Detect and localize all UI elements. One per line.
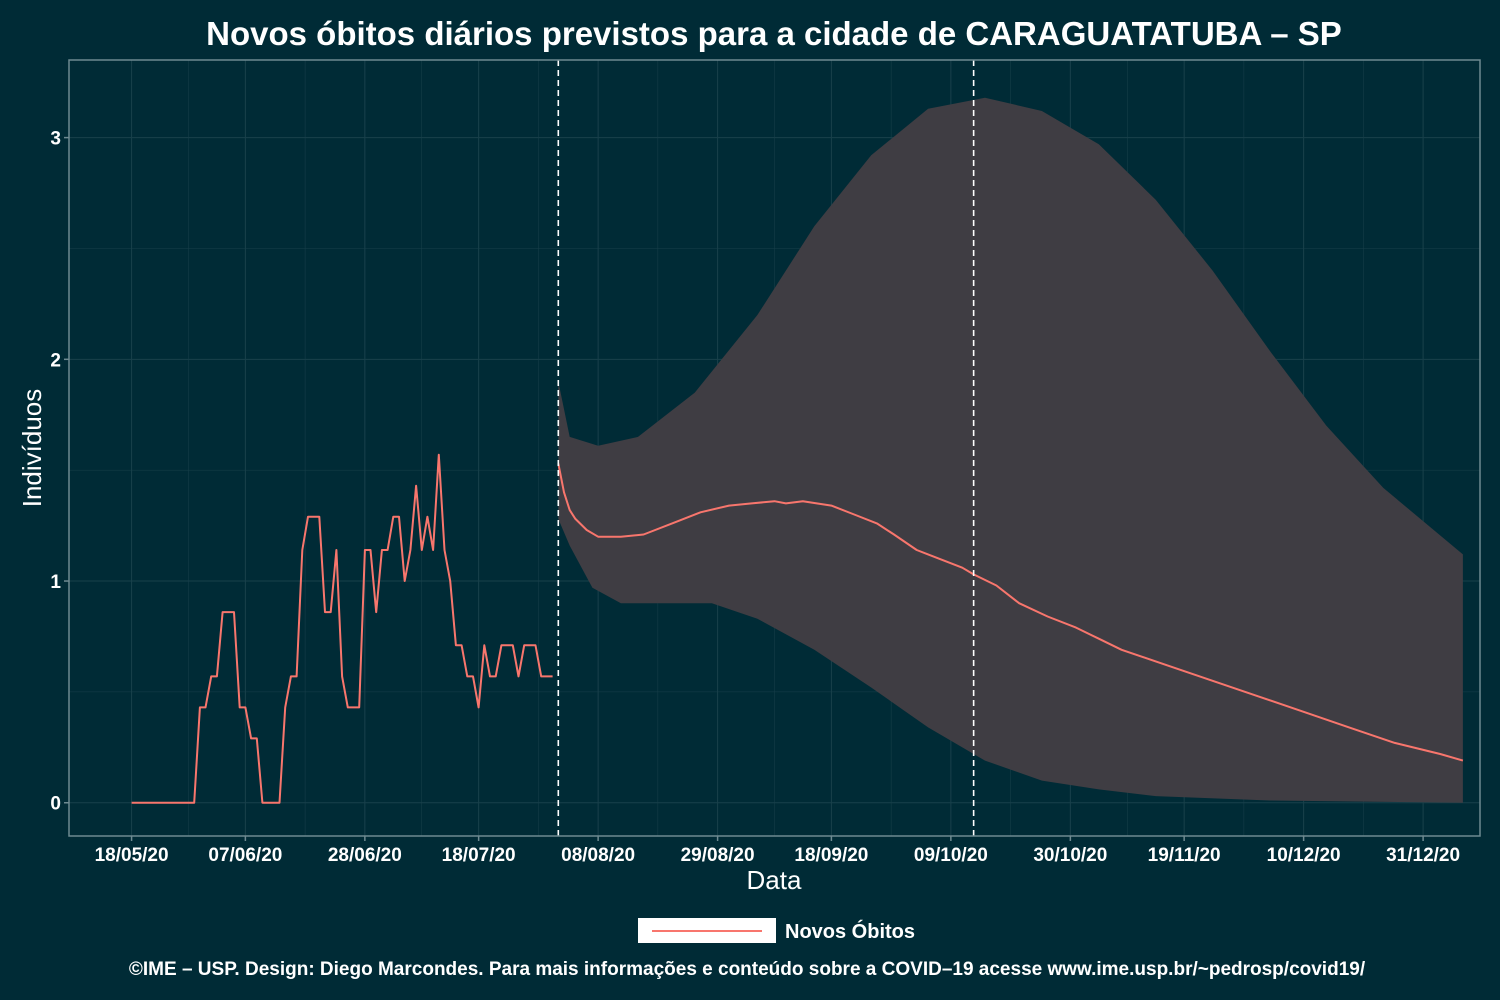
x-tick-label: 29/08/20 (681, 845, 755, 866)
chart-title: Novos óbitos diários previstos para a ci… (206, 15, 1342, 52)
confidence-band-layer (558, 97, 1463, 803)
x-axis-ticks: 18/05/20 07/06/20 28/06/20 18/07/20 08/08/20… (95, 836, 1460, 866)
x-tick-label: 09/10/20 (914, 845, 988, 866)
legend: Novos Óbitos (638, 918, 915, 943)
x-tick-label: 31/12/20 (1386, 845, 1460, 866)
y-tick-label: 3 (50, 129, 61, 150)
x-tick-label: 18/05/20 (95, 845, 169, 866)
x-tick-label: 28/06/20 (328, 845, 402, 866)
observed-series-line (131, 453, 553, 804)
x-tick-label: 19/11/20 (1148, 845, 1221, 866)
y-tick-label: 0 (50, 794, 61, 815)
confidence-band (558, 97, 1463, 803)
x-tick-label: 08/08/20 (561, 845, 635, 866)
x-tick-label: 18/07/20 (442, 845, 516, 866)
panel-border (68, 59, 1481, 837)
caption: ©IME – USP. Design: Diego Marcondes. Par… (129, 959, 1366, 980)
x-axis-title: Data (747, 865, 802, 895)
x-tick-label: 30/10/20 (1033, 845, 1107, 866)
y-tick-label: 1 (50, 572, 61, 593)
x-tick-label: 07/06/20 (208, 845, 282, 866)
predicted-series-line (557, 463, 1464, 762)
x-tick-label: 10/12/20 (1267, 845, 1341, 866)
y-axis-title: Indivíduos (17, 389, 47, 508)
x-tick-label: 18/09/20 (794, 845, 868, 866)
legend-label: Novos Óbitos (785, 919, 915, 943)
y-tick-label: 2 (50, 350, 61, 371)
series-line-layer (131, 453, 1464, 804)
y-axis-ticks: 0 1 2 3 (50, 129, 69, 815)
